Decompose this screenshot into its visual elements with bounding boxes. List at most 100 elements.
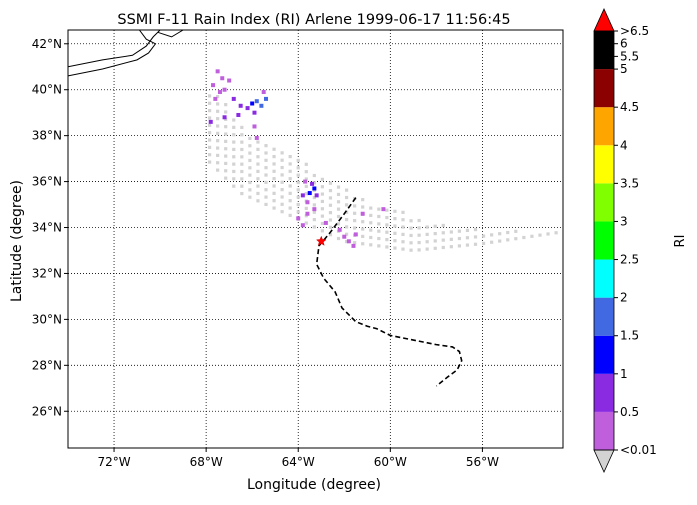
no-rain-swath (207, 94, 558, 252)
no-rain-point (256, 155, 260, 159)
no-rain-point (248, 173, 252, 177)
rain-point (220, 76, 225, 81)
colorbar-over-triangle (593, 8, 615, 32)
no-rain-point (361, 220, 365, 224)
no-rain-point (207, 109, 212, 113)
no-rain-point (240, 169, 244, 174)
no-rain-point (441, 223, 445, 228)
storm-center-marker (315, 235, 327, 246)
no-rain-point (248, 180, 252, 185)
y-tick-label: 34°N (32, 221, 62, 235)
rain-points (208, 69, 386, 248)
colorbar-tick-label: 4 (620, 138, 628, 152)
no-rain-point (272, 199, 276, 203)
no-rain-point (288, 184, 292, 188)
no-rain-point (344, 195, 349, 200)
no-rain-point (288, 199, 292, 203)
no-rain-point (328, 233, 333, 237)
no-rain-point (207, 160, 212, 164)
no-rain-point (393, 231, 397, 235)
no-rain-point (280, 165, 284, 170)
no-rain-point (328, 203, 333, 207)
no-rain-point (207, 101, 212, 105)
no-rain-point (409, 248, 413, 252)
no-rain-point (320, 229, 325, 233)
no-rain-point (336, 236, 341, 241)
no-rain-point (377, 244, 381, 248)
no-rain-point (361, 242, 365, 246)
no-rain-point (377, 236, 381, 241)
no-rain-point (264, 202, 268, 207)
colorbar-segment (594, 373, 614, 412)
no-rain-point (449, 245, 453, 249)
no-rain-point (232, 177, 236, 181)
no-rain-point (264, 180, 268, 184)
no-rain-point (417, 233, 421, 237)
no-rain-point (361, 234, 365, 238)
no-rain-point (207, 94, 212, 98)
no-rain-point (522, 235, 526, 240)
no-rain-point (401, 225, 405, 229)
no-rain-point (240, 191, 244, 196)
no-rain-point (449, 230, 453, 234)
no-rain-point (256, 162, 260, 166)
no-rain-point (401, 210, 405, 214)
no-rain-point (554, 231, 558, 235)
no-rain-point (296, 180, 300, 185)
no-rain-point (328, 188, 333, 193)
rain-point (381, 207, 386, 212)
rain-point (215, 69, 220, 74)
no-rain-point (369, 221, 373, 225)
colorbar-tick-label: 2.5 (620, 253, 639, 267)
no-rain-point (304, 214, 308, 218)
no-rain-point (465, 243, 470, 247)
no-rain-point (264, 195, 268, 199)
no-rain-point (393, 246, 397, 250)
rain-point (227, 78, 232, 83)
no-rain-point (320, 199, 325, 204)
rain-point (300, 223, 305, 228)
no-rain-point (514, 229, 518, 233)
no-rain-point (207, 145, 212, 149)
no-rain-point (425, 225, 429, 229)
no-rain-point (304, 162, 308, 166)
colorbar-tick-label: 1.5 (620, 329, 639, 343)
no-rain-point (312, 225, 316, 229)
no-rain-point (409, 226, 413, 230)
no-rain-point (377, 222, 381, 226)
no-rain-point (320, 214, 325, 218)
no-rain-point (280, 210, 284, 214)
no-rain-point (409, 219, 413, 223)
y-tick-label: 26°N (32, 404, 62, 418)
no-rain-point (336, 222, 341, 226)
no-rain-point (409, 233, 413, 238)
colorbar-label: RI (673, 235, 688, 248)
no-rain-point (425, 247, 429, 251)
no-rain-point (328, 218, 333, 222)
no-rain-point (232, 140, 236, 144)
no-rain-point (224, 161, 228, 166)
y-tick-label: 42°N (32, 37, 62, 51)
rain-point (222, 115, 227, 120)
no-rain-point (369, 213, 373, 218)
rain-point (217, 90, 222, 95)
no-rain-point (280, 173, 284, 177)
x-tick-label: 68°W (190, 455, 223, 469)
no-rain-point (433, 239, 437, 243)
no-rain-point (248, 158, 252, 163)
no-rain-point (207, 138, 212, 142)
no-rain-point (296, 166, 300, 170)
rain-point (259, 103, 264, 108)
no-rain-point (320, 192, 325, 196)
rain-point (238, 103, 243, 108)
colorbar-tick-label: <0.01 (620, 443, 657, 457)
no-rain-point (248, 151, 252, 155)
rain-point (252, 110, 257, 115)
no-rain-point (288, 162, 292, 166)
no-rain-point (336, 185, 341, 189)
no-rain-point (369, 228, 373, 232)
colorbar-segment (594, 183, 614, 222)
no-rain-point (401, 232, 405, 237)
no-rain-point (240, 184, 244, 188)
